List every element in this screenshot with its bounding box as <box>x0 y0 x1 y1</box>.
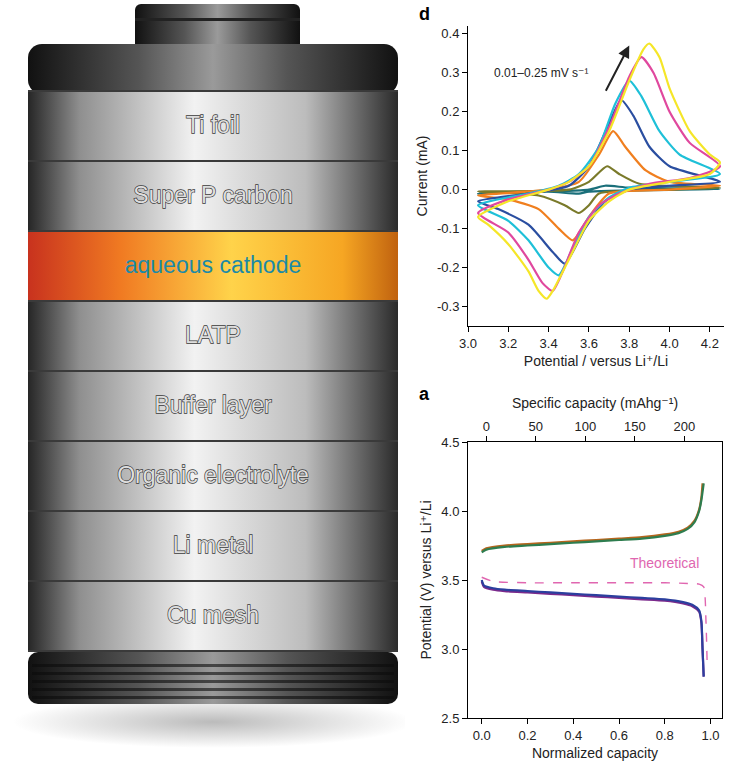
svg-text:0.01–0.25 mV s⁻¹: 0.01–0.25 mV s⁻¹ <box>494 66 588 80</box>
svg-text:Ti foil: Ti foil <box>186 112 240 138</box>
svg-text:0.4: 0.4 <box>564 728 582 743</box>
svg-text:150: 150 <box>624 419 646 434</box>
svg-text:Organic electrolyte: Organic electrolyte <box>117 462 309 488</box>
svg-text:4.5: 4.5 <box>441 435 459 450</box>
svg-text:3.0: 3.0 <box>441 642 459 657</box>
svg-text:4.2: 4.2 <box>701 336 719 351</box>
svg-text:d: d <box>419 4 430 24</box>
svg-text:0.0: 0.0 <box>473 728 491 743</box>
svg-text:3.6: 3.6 <box>580 336 598 351</box>
svg-text:Normalized capacity: Normalized capacity <box>532 745 658 761</box>
svg-text:4.0: 4.0 <box>441 504 459 519</box>
svg-text:0.2: 0.2 <box>518 728 536 743</box>
svg-text:-0.1: -0.1 <box>437 221 459 236</box>
svg-text:3.8: 3.8 <box>620 336 638 351</box>
svg-text:Buffer layer: Buffer layer <box>154 392 272 418</box>
svg-text:4.0: 4.0 <box>661 336 679 351</box>
svg-text:Li metal: Li metal <box>173 532 254 558</box>
svg-text:0.0: 0.0 <box>441 182 459 197</box>
svg-text:LATP: LATP <box>185 322 241 348</box>
svg-text:3.4: 3.4 <box>540 336 558 351</box>
svg-text:0.6: 0.6 <box>610 728 628 743</box>
svg-text:Specific capacity (mAhg⁻¹): Specific capacity (mAhg⁻¹) <box>512 395 678 411</box>
svg-text:2.5: 2.5 <box>441 711 459 726</box>
svg-text:100: 100 <box>574 419 596 434</box>
svg-text:Potential (V) versus Li⁺/Li: Potential (V) versus Li⁺/Li <box>418 500 434 659</box>
svg-text:aqueous cathode: aqueous cathode <box>125 252 302 278</box>
svg-text:3.5: 3.5 <box>441 573 459 588</box>
svg-text:0.2: 0.2 <box>441 104 459 119</box>
svg-text:3.2: 3.2 <box>499 336 517 351</box>
svg-text:-0.3: -0.3 <box>437 299 459 314</box>
svg-text:0.1: 0.1 <box>441 143 459 158</box>
svg-text:Current (mA): Current (mA) <box>414 136 430 217</box>
svg-text:3.0: 3.0 <box>459 336 477 351</box>
svg-text:50: 50 <box>529 419 543 434</box>
svg-text:a: a <box>419 384 430 404</box>
svg-text:0.8: 0.8 <box>656 728 674 743</box>
svg-text:Cu mesh: Cu mesh <box>167 602 259 628</box>
svg-text:Super P carbon: Super P carbon <box>133 182 292 208</box>
svg-text:200: 200 <box>674 419 696 434</box>
svg-text:Theoretical: Theoretical <box>630 555 699 571</box>
svg-text:Potential / versus Li⁺/Li: Potential / versus Li⁺/Li <box>524 353 668 369</box>
svg-text:0: 0 <box>483 419 490 434</box>
svg-text:0.4: 0.4 <box>441 26 459 41</box>
svg-text:0.3: 0.3 <box>441 65 459 80</box>
svg-text:-0.2: -0.2 <box>437 260 459 275</box>
svg-text:1.0: 1.0 <box>702 728 720 743</box>
